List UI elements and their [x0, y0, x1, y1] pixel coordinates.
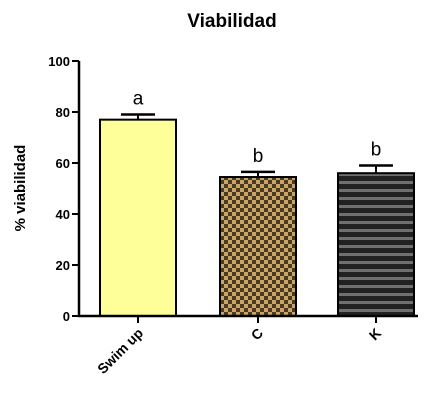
y-tick-label-20: 20 — [56, 258, 70, 273]
axes-layer: 0 20 40 60 80 100 — [48, 54, 418, 324]
significance-label-k: b — [371, 140, 382, 161]
significance-label-c: b — [253, 146, 264, 167]
y-tick-label-0: 0 — [63, 309, 70, 324]
y-axis-label: % viabilidad — [12, 145, 29, 232]
y-tick-label-40: 40 — [56, 207, 70, 222]
bars-layer: a Swim up b Cb K — [94, 89, 415, 377]
y-tick-label-60: 60 — [56, 156, 70, 171]
x-tick-label-c: C — [248, 325, 266, 343]
y-tick-label-100: 100 — [48, 54, 70, 69]
x-tick-label-swim-up: Swim up — [94, 325, 146, 377]
y-tick-label-80: 80 — [56, 105, 70, 120]
chart-title: Viabilidad — [187, 11, 276, 32]
significance-label-swim-up: a — [133, 89, 144, 110]
bar-k — [337, 172, 415, 317]
bar-swim-up — [99, 118, 177, 318]
x-tick-label-k: K — [366, 325, 384, 343]
bar-c — [219, 176, 297, 317]
